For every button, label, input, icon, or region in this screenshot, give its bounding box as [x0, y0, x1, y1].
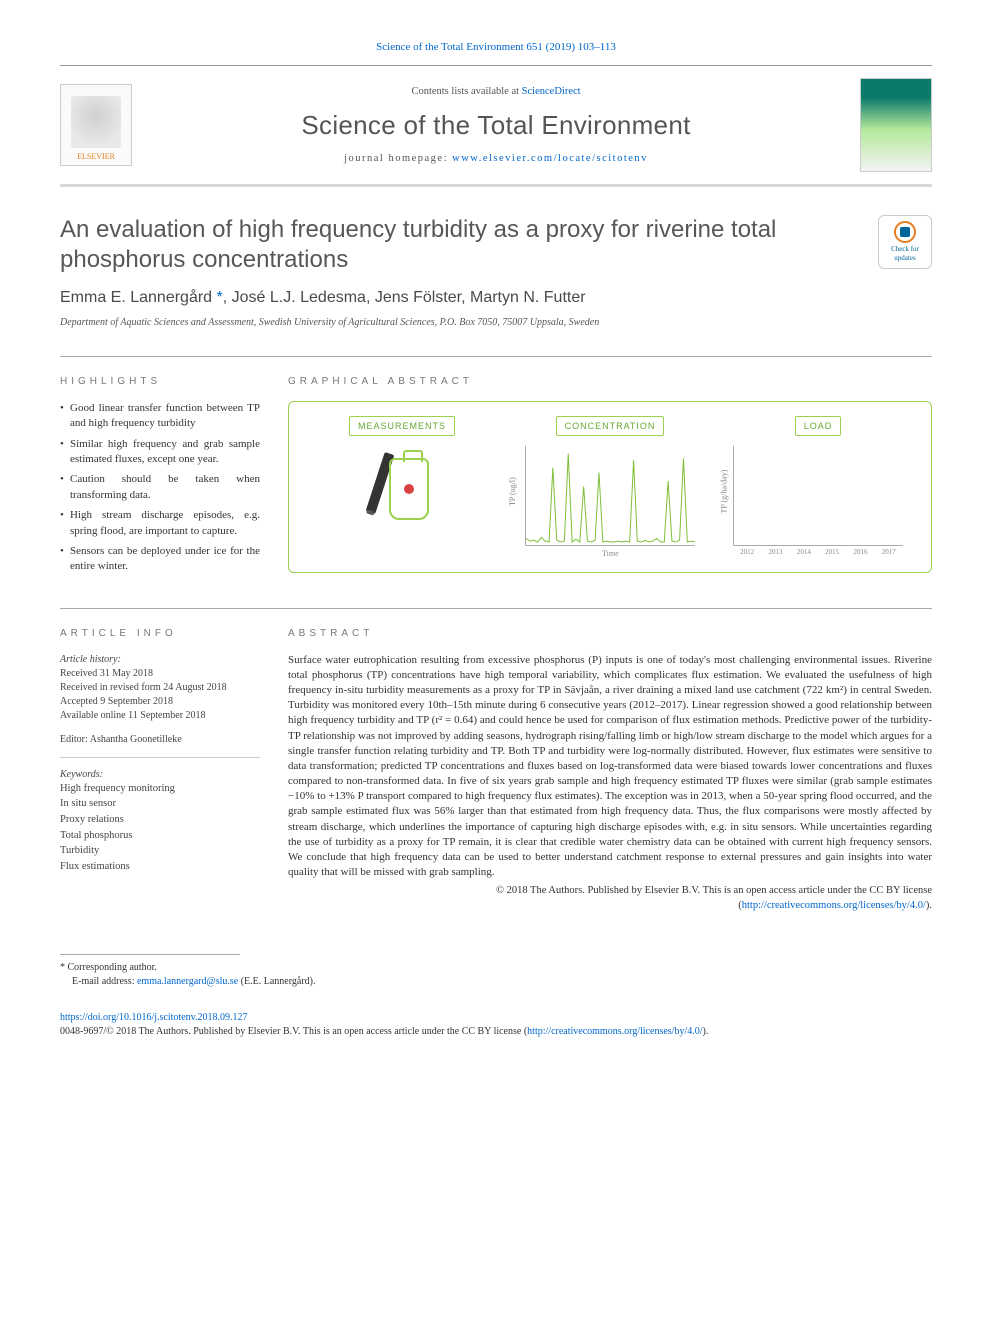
contents-line: Contents lists available at ScienceDirec… — [146, 85, 846, 100]
year-tick: 2017 — [882, 548, 896, 558]
history-line: Accepted 9 September 2018 — [60, 695, 260, 709]
keywords-list: High frequency monitoringIn situ sensorP… — [60, 782, 260, 875]
highlight-item: High stream discharge episodes, e.g. spr… — [60, 508, 260, 539]
highlights-list: Good linear transfer function between TP… — [60, 401, 260, 575]
highlight-item: Sensors can be deployed under ice for th… — [60, 544, 260, 575]
bookmark-icon — [900, 227, 910, 237]
ga-panel-conc-title: CONCENTRATION — [556, 416, 665, 437]
history-line: Received in revised form 24 August 2018 — [60, 681, 260, 695]
sciencedirect-link[interactable]: ScienceDirect — [522, 86, 581, 97]
masthead-divider — [60, 184, 932, 187]
author-name: Emma E. Lannergård — [60, 289, 212, 306]
graphical-abstract-figure: MEASUREMENTS CONCENTRATION TP (ug/l) Tim… — [288, 401, 932, 573]
history-line: Received 31 May 2018 — [60, 667, 260, 681]
highlight-item: Similar high frequency and grab sample e… — [60, 437, 260, 468]
corresponding-author-note: * Corresponding author. E-mail address: … — [60, 961, 932, 989]
highlights-heading: HIGHLIGHTS — [60, 375, 260, 389]
keyword-item: Proxy relations — [60, 813, 260, 828]
corr-email-link[interactable]: emma.lannergard@slu.se — [137, 976, 238, 987]
ga-panel-meas-title: MEASUREMENTS — [349, 416, 455, 437]
tree-icon — [71, 96, 121, 148]
doi-block: https://doi.org/10.1016/j.scitotenv.2018… — [60, 1011, 932, 1039]
license-link[interactable]: http://creativecommons.org/licenses/by/4… — [742, 900, 926, 911]
sample-bottle-icon — [389, 458, 429, 520]
keyword-item: Total phosphorus — [60, 829, 260, 844]
keyword-item: In situ sensor — [60, 797, 260, 812]
author-name: José L.J. Ledesma — [232, 289, 366, 306]
footer-license-link[interactable]: http://creativecommons.org/licenses/by/4… — [527, 1026, 702, 1037]
concentration-line-chart: TP (ug/l) Time — [525, 446, 695, 546]
keyword-item: Turbidity — [60, 844, 260, 859]
graphical-abstract-heading: GRAPHICAL ABSTRACT — [288, 375, 932, 389]
doi-link[interactable]: https://doi.org/10.1016/j.scitotenv.2018… — [60, 1012, 248, 1023]
abstract-text: Surface water eutrophication resulting f… — [288, 653, 932, 881]
journal-name: Science of the Total Environment — [146, 107, 846, 143]
homepage-link[interactable]: www.elsevier.com/locate/scitotenv — [452, 153, 648, 164]
journal-homepage: journal homepage: www.elsevier.com/locat… — [146, 152, 846, 167]
citation-link[interactable]: Science of the Total Environment 651 (20… — [376, 41, 616, 53]
copyright-line: © 2018 The Authors. Published by Elsevie… — [288, 884, 932, 913]
publisher-logo: ELSEVIER — [60, 84, 132, 166]
author-name: Martyn N. Futter — [470, 289, 586, 306]
keyword-item: High frequency monitoring — [60, 782, 260, 797]
authors-line: Emma E. Lannergård *, José L.J. Ledesma,… — [60, 287, 932, 309]
year-tick: 2015 — [825, 548, 839, 558]
load-bar-chart: TP (g/ha/day) — [733, 446, 903, 546]
citation-header: Science of the Total Environment 651 (20… — [60, 40, 932, 55]
highlight-item: Good linear transfer function between TP… — [60, 401, 260, 432]
year-tick: 2013 — [768, 548, 782, 558]
year-tick: 2014 — [797, 548, 811, 558]
publisher-label: ELSEVIER — [77, 151, 115, 162]
corresponding-marker[interactable]: * — [212, 289, 223, 306]
load-xaxis: 2012 2013 2014 2015 2016 2017 — [733, 548, 903, 558]
year-tick: 2012 — [740, 548, 754, 558]
article-title: An evaluation of high frequency turbidit… — [60, 215, 860, 275]
footnote-rule — [60, 954, 240, 955]
history-line: Available online 11 September 2018 — [60, 709, 260, 723]
keyword-item: Flux estimations — [60, 860, 260, 875]
article-info-heading: ARTICLE INFO — [60, 627, 260, 641]
ga-panel-load-title: LOAD — [795, 416, 842, 437]
check-updates-badge[interactable]: Check for updates — [878, 215, 932, 269]
year-tick: 2016 — [853, 548, 867, 558]
affiliation: Department of Aquatic Sciences and Asses… — [60, 316, 932, 330]
journal-cover-thumb — [860, 78, 932, 172]
keywords-label: Keywords: — [60, 768, 260, 782]
article-history: Article history: Received 31 May 2018Rec… — [60, 653, 260, 875]
abstract-heading: ABSTRACT — [288, 627, 932, 641]
author-name: Jens Fölster — [375, 289, 461, 306]
highlight-item: Caution should be taken when transformin… — [60, 472, 260, 503]
journal-masthead: ELSEVIER Contents lists available at Sci… — [60, 65, 932, 178]
